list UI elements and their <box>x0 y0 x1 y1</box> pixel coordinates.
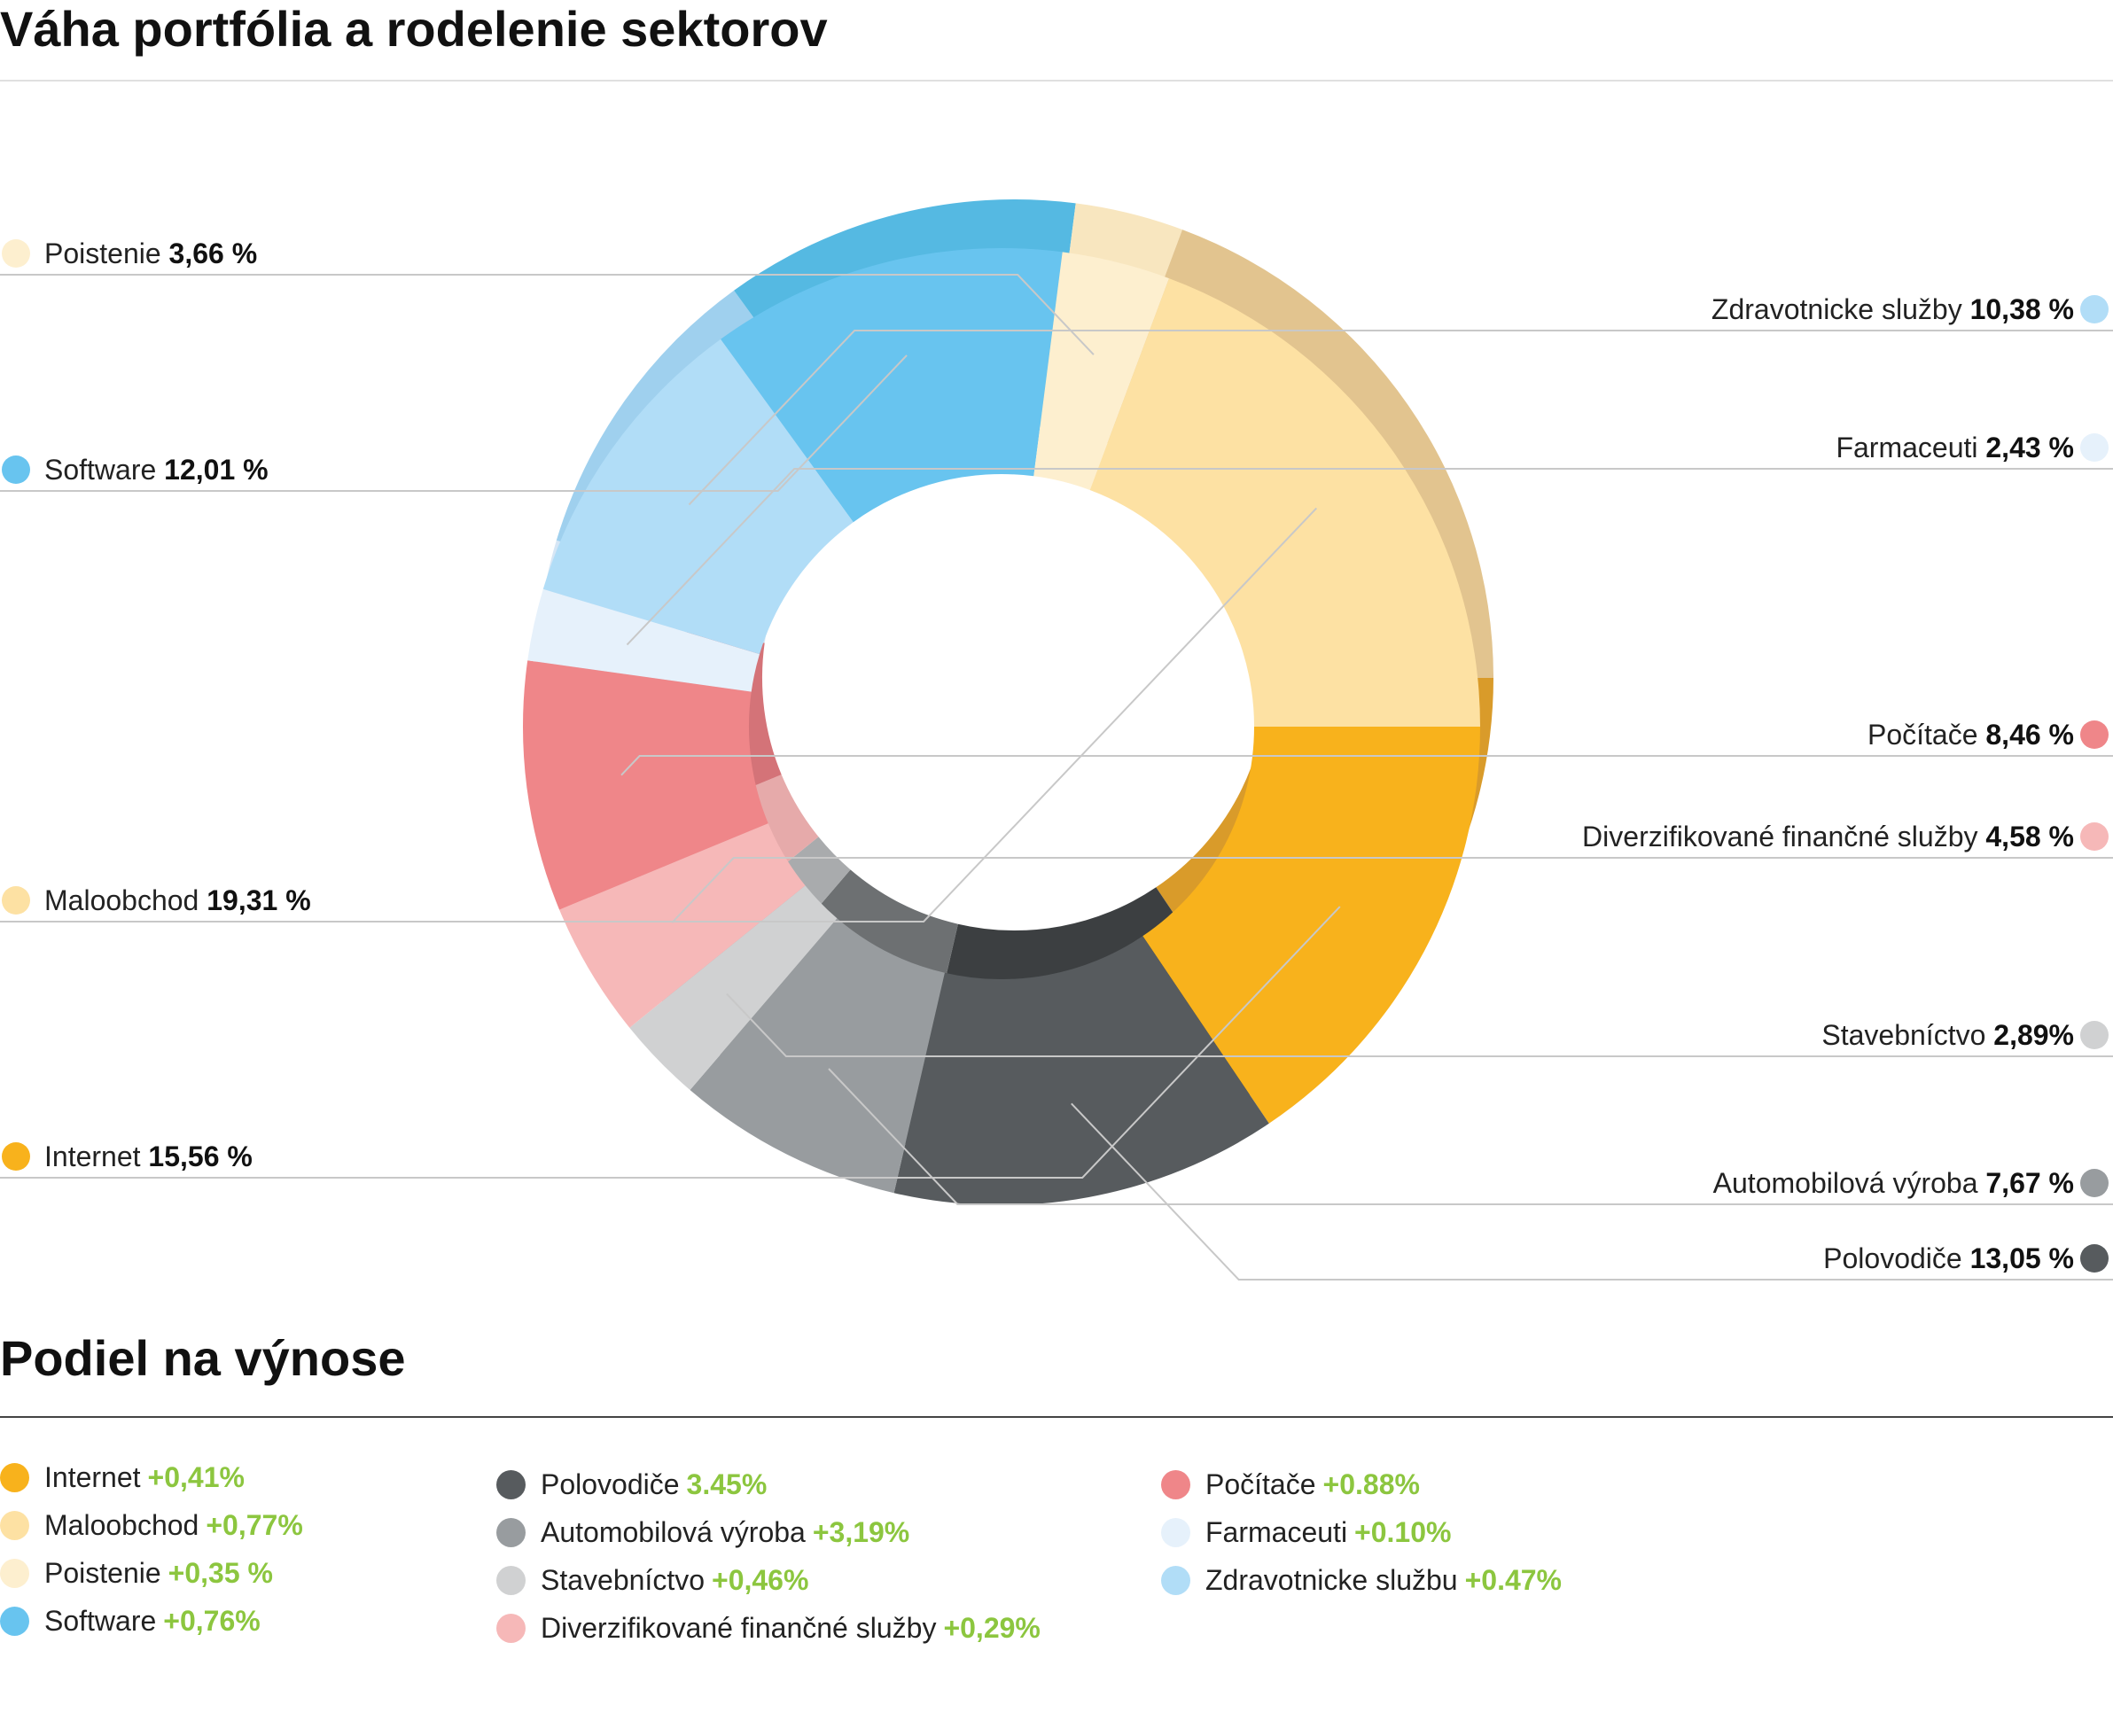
legend-dot-4 <box>2080 822 2109 851</box>
returns-item: Polovodiče 3.45% <box>496 1460 1041 1508</box>
legend-dot-6 <box>2080 433 2109 462</box>
returns-value: +0.10% <box>1354 1515 1452 1548</box>
returns-name: Diverzifikované finančné služby <box>541 1611 937 1644</box>
legend-dot-1 <box>2080 1244 2109 1273</box>
slice-label-4: Diverzifikované finančné služby 4,58 % <box>1582 821 2074 852</box>
slice-label-9: Poistenie 3,66 % <box>44 237 257 269</box>
donut-slices <box>523 248 1480 1206</box>
returns-name: Internet <box>44 1460 141 1493</box>
returns-value: +0.88% <box>1322 1467 1420 1500</box>
returns-item: Maloobchod +0,77% <box>0 1501 303 1549</box>
returns-column-2: Počítače +0.88% Farmaceuti +0.10% Zdravotnic… <box>1161 1460 1562 1604</box>
returns-item: Automobilová výroba +3,19% <box>496 1508 1041 1556</box>
legend-dot-3 <box>2080 1021 2109 1049</box>
returns-item: Internet +0,41% <box>0 1453 303 1501</box>
returns-item: Stavebníctvo +0,46% <box>496 1556 1041 1604</box>
returns-name: Poistenie <box>44 1556 161 1589</box>
slice-labels: Poistenie 3,66 % Software 12,01 % Maloobch… <box>2 237 2109 1274</box>
slice-label-10: Maloobchod 19,31 % <box>44 884 311 916</box>
slice-8 <box>721 248 1063 523</box>
returns-dot <box>496 1469 526 1499</box>
returns-value: +0,29% <box>943 1611 1041 1644</box>
slice-3 <box>629 885 838 1090</box>
slice-label-1: Polovodiče 13,05 % <box>1823 1242 2074 1274</box>
slice-label-0: Internet 15,56 % <box>44 1140 253 1172</box>
returns-column-1: Polovodiče 3.45% Automobilová výroba +3,19%… <box>496 1460 1041 1652</box>
returns-dot <box>1161 1469 1190 1499</box>
leader-line-3 <box>726 993 2113 1057</box>
legend-dot-10 <box>2 886 30 915</box>
returns-value: +0,35 % <box>168 1556 273 1589</box>
returns-value: +3,19% <box>812 1515 910 1548</box>
leader-lines <box>0 274 2113 1281</box>
returns-name: Zdravotnicke službu <box>1205 1563 1458 1596</box>
leader-line-9 <box>0 274 1095 355</box>
returns-dot <box>0 1606 29 1636</box>
returns-dot <box>496 1517 526 1547</box>
slice-label-7: Zdravotnicke služby 10,38 % <box>1711 293 2074 325</box>
returns-value: +0,77% <box>206 1508 303 1541</box>
returns-title: Podiel na výnose <box>0 1330 406 1386</box>
slice-label-2: Automobilová výroba 7,67 % <box>1713 1167 2074 1199</box>
slice-label-5: Počítače 8,46 % <box>1867 719 2074 751</box>
returns-column-0: Internet +0,41% Maloobchod +0,77% Poistenie +… <box>0 1453 303 1645</box>
leader-line-8 <box>0 354 908 492</box>
returns-item: Diverzifikované finančné služby +0,29% <box>496 1604 1041 1652</box>
returns-name: Farmaceuti <box>1205 1515 1348 1548</box>
leader-line-10 <box>0 507 1318 922</box>
chart-title: Váha portfólia a rodelenie sektorov <box>0 1 828 57</box>
returns-dot <box>0 1558 29 1588</box>
returns-dot <box>496 1565 526 1595</box>
donut-chart: Poistenie 3,66 % Software 12,01 % Maloobch… <box>0 199 2113 1281</box>
returns-name: Software <box>44 1604 157 1637</box>
returns-dot <box>1161 1565 1190 1595</box>
leader-line-2 <box>828 1068 2113 1205</box>
leader-line-7 <box>688 330 2113 506</box>
legend-dot-7 <box>2080 295 2109 323</box>
returns-name: Automobilová výroba <box>541 1515 806 1548</box>
legend-dot-9 <box>2 239 30 268</box>
returns-item: Farmaceuti +0.10% <box>1161 1508 1562 1556</box>
returns-value: +0.47% <box>1464 1563 1562 1596</box>
title-divider <box>0 80 2113 82</box>
leader-line-5 <box>620 755 2113 776</box>
leader-line-4 <box>671 857 2113 923</box>
slice-6 <box>527 588 760 692</box>
returns-divider <box>0 1416 2113 1418</box>
slice-1 <box>893 936 1269 1206</box>
leader-line-0 <box>0 906 1341 1179</box>
slice-9 <box>1033 252 1169 490</box>
slice-10 <box>1089 278 1480 727</box>
returns-item: Software +0,76% <box>0 1597 303 1645</box>
returns-item: Poistenie +0,35 % <box>0 1549 303 1597</box>
legend-dot-8 <box>2 455 30 484</box>
leader-line-6 <box>626 468 2113 646</box>
returns-name: Polovodiče <box>541 1467 680 1500</box>
returns-value: +0,46% <box>712 1563 809 1596</box>
legend-dot-2 <box>2080 1169 2109 1197</box>
legend-dot-0 <box>2 1142 30 1171</box>
returns-value: +0,41% <box>147 1460 245 1493</box>
slice-label-6: Farmaceuti 2,43 % <box>1836 432 2074 463</box>
returns-dot <box>1161 1517 1190 1547</box>
slice-label-8: Software 12,01 % <box>44 454 269 486</box>
returns-dot <box>496 1613 526 1643</box>
returns-name: Počítače <box>1205 1467 1316 1500</box>
returns-name: Stavebníctvo <box>541 1563 705 1596</box>
slice-label-3: Stavebníctvo 2,89% <box>1821 1019 2074 1051</box>
returns-item: Počítače +0.88% <box>1161 1460 1562 1508</box>
returns-dot <box>0 1462 29 1492</box>
leader-line-1 <box>1071 1102 2113 1281</box>
returns-value: +0,76% <box>163 1604 261 1637</box>
slice-4 <box>559 823 806 1028</box>
slice-5 <box>523 660 768 910</box>
returns-item: Zdravotnicke službu +0.47% <box>1161 1556 1562 1604</box>
returns-dot <box>0 1510 29 1540</box>
returns-value: 3.45% <box>686 1467 768 1500</box>
legend-dot-5 <box>2080 720 2109 749</box>
returns-name: Maloobchod <box>44 1508 199 1541</box>
slice-7 <box>542 339 854 655</box>
